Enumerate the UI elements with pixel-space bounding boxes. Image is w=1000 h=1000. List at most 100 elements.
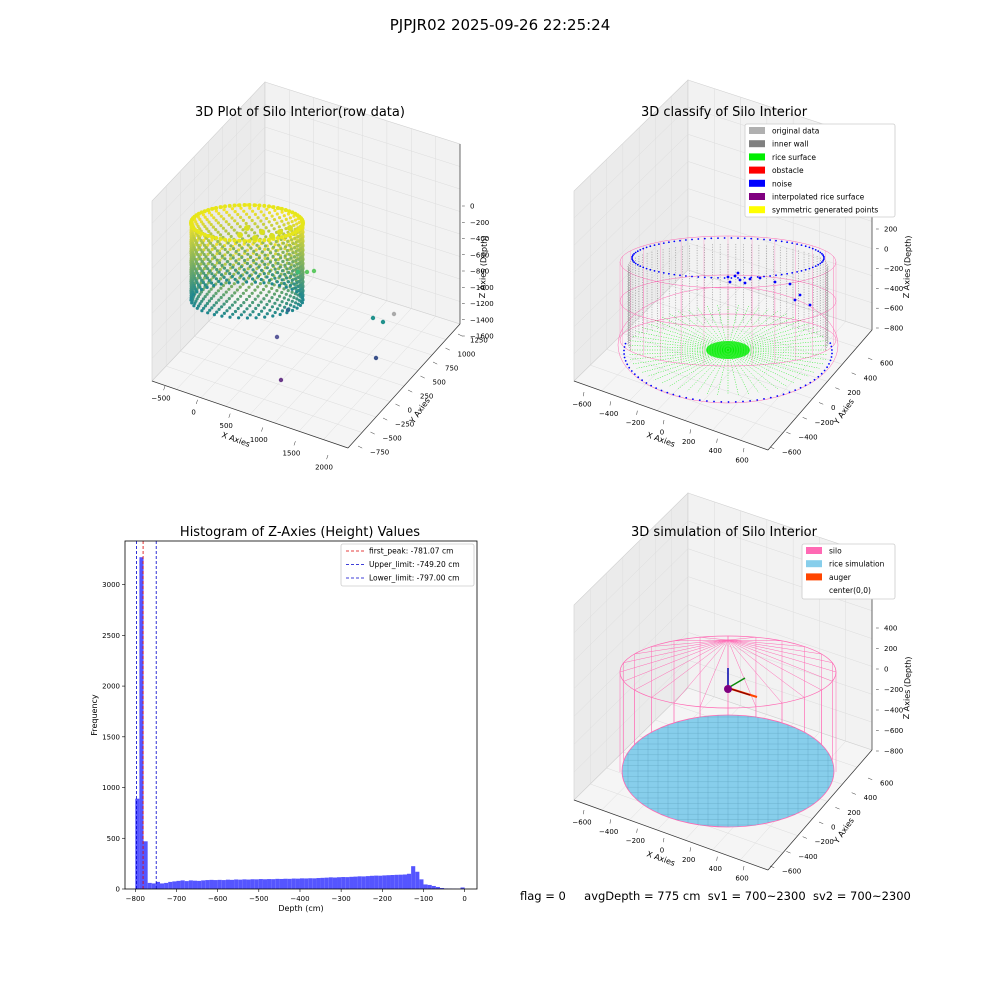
cls-noise-point (791, 272, 794, 274)
raw-point (276, 261, 280, 265)
raw-point (210, 206, 215, 211)
hist-bar (341, 877, 346, 889)
cls-y-tick-label: −600 (782, 449, 801, 457)
raw-point (227, 232, 231, 236)
cls-noise-point (736, 271, 740, 275)
sim-silo-roof-rib (727, 639, 822, 691)
cls-rice-surface (628, 349, 729, 355)
raw-point (281, 241, 285, 245)
cls-noise-point (730, 277, 733, 279)
cls-grid (684, 304, 794, 421)
hist-legend-label: Upper_limit: -749.20 cm (369, 560, 460, 569)
hist-bar (328, 877, 333, 889)
raw-point (211, 244, 215, 248)
hist-bar (312, 878, 317, 889)
raw-point (285, 301, 289, 306)
sim-silo-roof-rib (673, 639, 729, 642)
hist-bar (213, 880, 218, 889)
hist-bar (155, 881, 160, 889)
cls-noise-point (804, 268, 807, 271)
raw-point (270, 214, 274, 218)
cls-z-tick-label: 0 (884, 245, 888, 253)
raw-point (292, 282, 296, 286)
raw-point (279, 256, 283, 260)
raw-point (218, 258, 222, 262)
raw-point (256, 274, 261, 278)
raw-z-label: Z Axies (Depth) (478, 235, 489, 298)
cls-grid (573, 134, 689, 246)
raw-point (294, 301, 298, 305)
hist-bar (275, 878, 280, 889)
hist-legend-label: Lower_limit: -797.00 cm (369, 574, 459, 583)
cls-rice-surface (727, 323, 809, 351)
raw-point (295, 281, 299, 285)
cls-x-tick (609, 401, 611, 406)
raw-point (295, 222, 299, 226)
hist-bar (197, 880, 202, 889)
cls-noise-point (828, 363, 830, 365)
raw-point (271, 205, 276, 210)
raw-point (269, 242, 273, 246)
raw-point (278, 294, 282, 298)
raw-point (200, 259, 204, 264)
raw-point (203, 304, 208, 308)
sim-y-tick (786, 851, 791, 854)
raw-point (232, 282, 236, 286)
raw-y-tick-label: −500 (383, 435, 402, 443)
raw-point (294, 240, 298, 244)
raw-point (231, 256, 235, 260)
raw-point (212, 303, 216, 307)
raw-point (297, 248, 301, 252)
cls-noise-point (804, 245, 807, 248)
raw-point (206, 208, 211, 212)
raw-grid (264, 126, 461, 190)
cls-noise-point (808, 303, 812, 307)
sim-silo-roof-rib (727, 636, 756, 641)
raw-point (280, 269, 285, 273)
cls-noise-point (820, 372, 823, 375)
raw-point (256, 206, 261, 211)
cls-noise-point (756, 276, 759, 278)
cls-grid (601, 278, 715, 392)
raw-point (275, 221, 279, 225)
sim-x-tick (689, 847, 691, 852)
raw-point (282, 214, 286, 218)
raw-point (253, 231, 257, 235)
raw-point (233, 277, 237, 281)
raw-point (217, 270, 221, 274)
cls-noise-point (633, 261, 635, 264)
raw-point (280, 210, 284, 214)
cls-noise-point (796, 243, 798, 246)
cls-noise-point (685, 396, 688, 399)
raw-point (242, 209, 246, 213)
raw-point (291, 251, 295, 255)
hist-bar (365, 876, 370, 889)
raw-point (273, 301, 277, 305)
figure-title: PJPJR02 2025-09-26 22:25:24 (389, 16, 611, 34)
raw-point (199, 290, 203, 294)
cls-x-tick-label: −200 (626, 419, 645, 427)
raw-point (209, 287, 213, 291)
raw-point (233, 219, 237, 223)
cls-y-tick-label: −400 (798, 434, 817, 442)
raw-point (250, 282, 254, 286)
raw-point (199, 210, 204, 215)
sim-x-tick-label: 400 (709, 865, 722, 873)
sim-x-tick (743, 865, 745, 871)
raw-y-tick (370, 431, 375, 435)
raw-point (198, 285, 202, 289)
sim-silo-roof-rib (727, 639, 783, 642)
cls-noise-point (642, 247, 645, 250)
raw-point (391, 311, 397, 317)
cls-noise-point (819, 251, 822, 254)
status-line: flag = 0 avgDepth = 775 cm sv1 = 700~230… (520, 889, 911, 903)
raw-point (283, 272, 287, 276)
raw-point (282, 296, 286, 300)
cls-legend-label: symmetric generated points (772, 206, 878, 215)
sim-grid (687, 659, 873, 723)
raw-point (207, 229, 211, 233)
cls-noise-point (743, 237, 746, 240)
hist-bar (291, 878, 296, 889)
raw-point (260, 309, 264, 313)
cls-legend-swatch (749, 140, 765, 148)
